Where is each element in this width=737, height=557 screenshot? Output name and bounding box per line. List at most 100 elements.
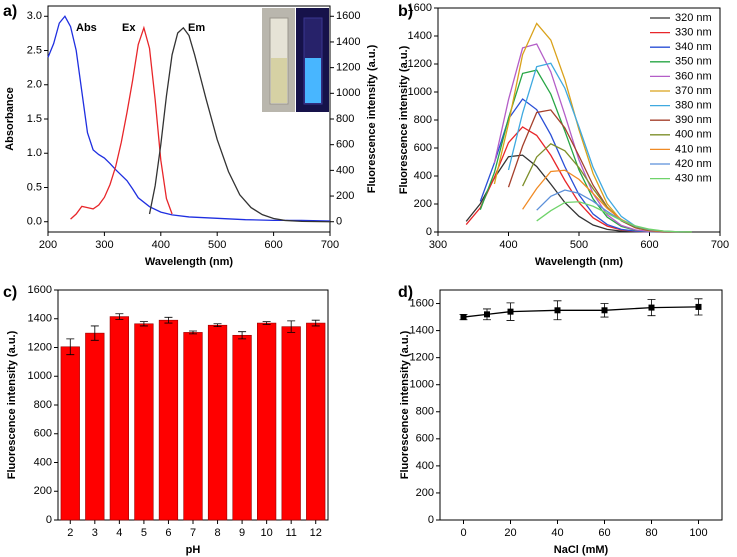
y-tick-label: 1200 — [410, 352, 434, 364]
y-tick-label: 0 — [46, 514, 52, 526]
y2-tick-label: 1200 — [336, 62, 360, 74]
y-tick-label: 1600 — [28, 284, 52, 296]
y-tick-label: 1400 — [408, 30, 432, 42]
y2-axis-label: Fluorescence intensity (a.u.) — [366, 44, 378, 193]
error-bar — [213, 323, 222, 328]
x-tick-label: 4 — [116, 527, 122, 539]
series-line — [507, 109, 692, 233]
y2-tick-label: 400 — [336, 164, 354, 176]
y2-tick-label: 1000 — [336, 87, 360, 99]
x-tick-label: 60 — [598, 527, 610, 539]
bar — [257, 322, 277, 521]
bar — [109, 316, 129, 521]
x-tick-label: 6 — [165, 527, 171, 539]
bar — [158, 319, 179, 521]
series-label: Ex — [122, 22, 136, 34]
error-bar — [189, 330, 197, 335]
y-tick-label: 1600 — [408, 2, 432, 14]
series-line — [70, 25, 173, 220]
inset-photo — [262, 8, 329, 112]
plot-frame — [439, 289, 723, 521]
x-axis-label: Wavelength (nm) — [145, 256, 234, 268]
cuvette-liquid — [271, 58, 287, 103]
error-bar — [115, 313, 124, 320]
legend-label: 400 nm — [675, 129, 712, 141]
x-tick-label: 12 — [310, 527, 322, 539]
y-axis-label: Fluorescence intensity (a.u.) — [398, 45, 410, 194]
error-bar — [287, 320, 296, 333]
marker — [695, 303, 702, 310]
bar — [207, 324, 228, 521]
x-tick-label: 600 — [640, 239, 658, 251]
bar — [306, 322, 326, 521]
bar — [134, 323, 154, 521]
legend-label: 390 nm — [675, 114, 712, 126]
series-line — [479, 98, 692, 233]
x-tick-label: 8 — [214, 527, 220, 539]
series-line — [148, 26, 331, 223]
y-tick-label: 1400 — [410, 324, 434, 336]
bar — [232, 334, 252, 521]
y-tick-label: 800 — [34, 399, 52, 411]
marker — [484, 311, 490, 318]
y-tick-label: 200 — [414, 198, 432, 210]
x-axis-label: NaCl (mM) — [554, 544, 609, 556]
error-bar — [164, 316, 173, 324]
x-tick-label: 0 — [460, 527, 466, 539]
legend-label: 350 nm — [675, 56, 712, 68]
x-tick-label: 80 — [645, 527, 657, 539]
error-bar — [238, 331, 247, 340]
panel-label: d) — [398, 284, 413, 301]
legend-label: 380 nm — [675, 100, 712, 112]
legend-label: 410 nm — [675, 143, 712, 155]
x-tick-label: 100 — [689, 527, 707, 539]
y-tick-label: 1.0 — [27, 147, 42, 159]
y2-tick-label: 200 — [336, 190, 354, 202]
legend-label: 420 nm — [675, 158, 712, 170]
error-bar — [66, 338, 75, 356]
bar — [281, 326, 301, 521]
legend-label: 430 nm — [675, 173, 712, 185]
marker — [507, 308, 514, 315]
marker — [554, 307, 561, 314]
y-tick-label: 2.5 — [27, 44, 42, 56]
y-axis-label: Fluorescence intensity (a.u.) — [6, 330, 18, 479]
y-tick-label: 1600 — [410, 297, 434, 309]
y2-tick-label: 1400 — [336, 36, 360, 48]
x-tick-label: 200 — [39, 239, 57, 251]
y-tick-label: 2.0 — [27, 79, 42, 91]
y-axis-label: Fluorescence intensity (a.u.) — [399, 330, 411, 479]
x-tick-label: 2 — [67, 527, 73, 539]
y-tick-label: 200 — [34, 485, 52, 497]
y-tick-label: 0.0 — [27, 216, 42, 228]
legend-label: 330 nm — [675, 27, 712, 39]
y-tick-label: 800 — [416, 406, 434, 418]
y-tick-label: 0 — [428, 514, 434, 526]
bar — [60, 346, 80, 521]
x-tick-label: 9 — [239, 527, 245, 539]
x-tick-label: 10 — [261, 527, 273, 539]
x-tick-label: 400 — [152, 239, 170, 251]
x-tick-label: 700 — [711, 239, 729, 251]
y-tick-label: 400 — [34, 456, 52, 468]
y2-tick-label: 1600 — [336, 10, 360, 22]
bar — [85, 332, 105, 521]
x-axis-label: Wavelength (nm) — [535, 256, 624, 268]
series-line — [522, 169, 692, 233]
y-tick-label: 1200 — [28, 341, 52, 353]
marker — [648, 304, 655, 311]
y-tick-label: 200 — [416, 487, 434, 499]
y-tick-label: 800 — [414, 114, 432, 126]
series-line — [463, 306, 699, 318]
x-tick-label: 300 — [429, 239, 447, 251]
legend-label: 360 nm — [675, 70, 712, 82]
series-label: Em — [188, 22, 205, 34]
x-tick-label: 400 — [499, 239, 517, 251]
series-line — [522, 143, 692, 233]
error-bar — [262, 321, 271, 325]
y-tick-label: 1000 — [408, 86, 432, 98]
y-tick-label: 1000 — [28, 370, 52, 382]
y-axis-label: Absorbance — [4, 87, 16, 151]
legend-label: 320 nm — [675, 12, 712, 24]
